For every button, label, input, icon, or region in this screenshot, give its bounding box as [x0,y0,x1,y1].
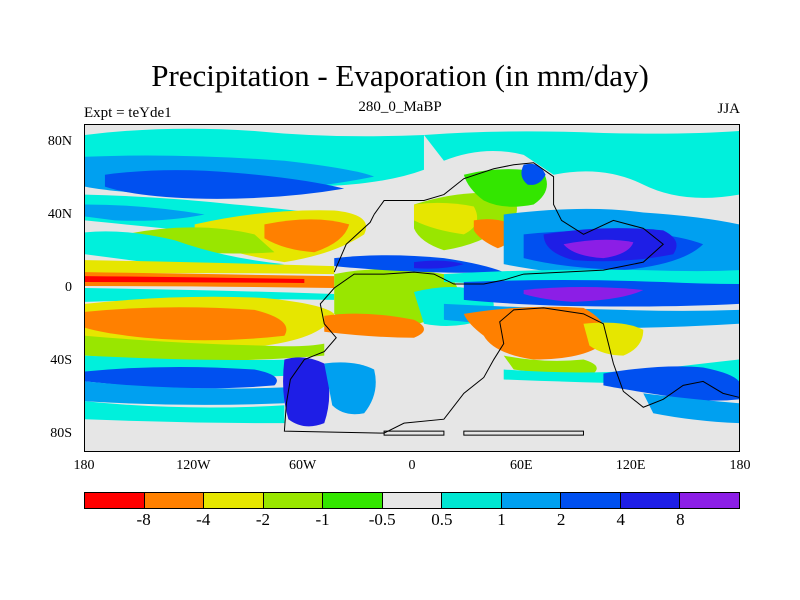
pangea-blue-core [413,260,464,269]
colorbar-label: 2 [556,510,566,529]
colorbar-label: 8 [676,510,685,529]
lat-label: 40S [50,352,72,368]
colorbar-swatch [204,493,264,508]
colorbar-label: 0.5 [431,510,453,529]
colorbar-swatch [442,493,502,508]
colorbar-label: 4 [616,510,625,529]
tethys-purple [563,239,634,259]
south-polar-lightblue-west [324,362,376,415]
south-subtropic-orange [85,307,287,341]
south-east-orange [463,306,606,360]
colorbar-label: -8 [136,510,151,529]
pangea-orange [324,313,424,338]
equatorial-yellow [85,260,335,275]
lon-label: 120W [176,458,211,473]
colorbar-swatch [620,493,681,508]
south-east-blue [603,366,739,401]
south-blue-band [85,366,277,389]
south-lightblue-band [85,381,285,405]
east-equator-purple [523,287,644,302]
lon-label: 180 [73,458,95,473]
lat-label: 0 [65,280,72,295]
north-pacific-blue [85,204,205,221]
colorbar-swatch [501,493,562,508]
lon-label: 60E [510,458,533,473]
colorbar-label: -2 [255,510,270,529]
time-label: 280_0_MaBP [358,99,442,115]
north-mid-cyan-2 [85,231,285,267]
north-continent-yellow [413,202,478,235]
experiment-label: Expt = teYde1 [84,105,172,121]
continent-outline-main [283,162,739,434]
lat-label: 80N [47,134,72,150]
colorbar-swatch [144,493,205,508]
lon-label: 180 [729,458,751,473]
lon-label: 0 [408,458,416,473]
map-plot [84,124,740,452]
continent-outline-island [463,430,584,436]
colorbar-swatch [382,493,443,508]
equatorial-red-core [85,276,305,284]
south-polar-blue-west [283,357,330,427]
colorbar-label: -0.5 [368,510,396,529]
lat-label: 80S [50,425,72,441]
colorbar-swatch [323,493,383,508]
colorbar-swatch [263,493,324,508]
north-orange-patch [264,219,350,253]
continent-outline-north-edge [333,214,375,273]
equatorial-cyan-south [85,288,335,302]
colorbar-label: 1 [497,510,506,529]
south-east-green-fringe [503,355,597,374]
lat-label: 40N [47,207,72,223]
colorbar-label: -4 [196,510,211,529]
south-subtropic-green [85,335,325,361]
colorbar-swatch [680,493,740,508]
south-east-lightblue [643,393,739,424]
season-label: JJA [717,101,740,117]
arctic-blue [521,163,546,185]
lon-label: 60W [289,458,317,473]
colorbar [84,492,740,509]
continent-outline-island-2 [383,430,445,436]
lon-label: 120E [615,458,646,473]
colorbar-label: -1 [315,510,330,529]
north-blue-band [104,170,345,199]
colorbar-swatch [85,493,145,508]
south-east-yellow [583,322,644,356]
south-cyan-far [85,401,285,424]
colorbar-swatch [561,493,621,508]
arctic-cyan [423,130,739,198]
figure-title: Precipitation - Evaporation (in mm/day) [151,58,649,93]
